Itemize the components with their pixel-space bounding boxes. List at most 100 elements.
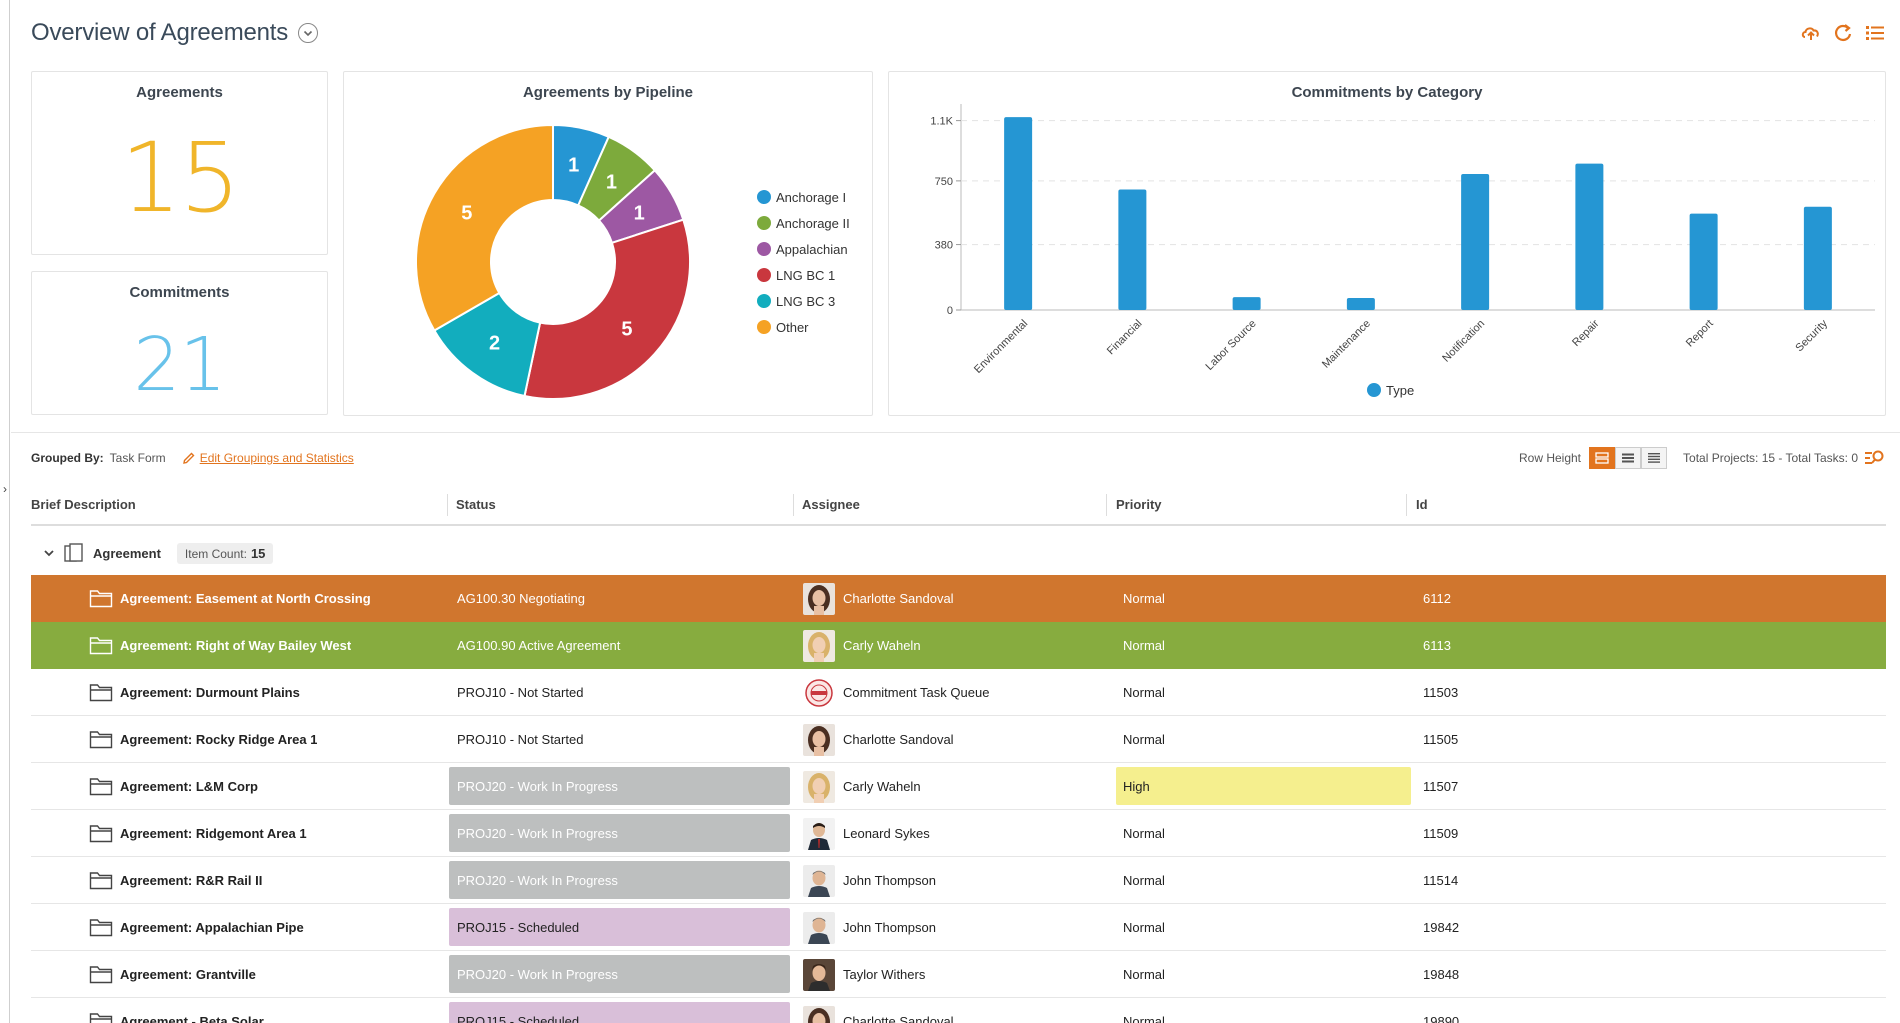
upload-cloud-icon[interactable] [1800,22,1822,44]
title-dropdown-button[interactable] [298,23,319,43]
column-header-status[interactable]: Status [456,497,496,512]
agreements-kpi-label: Agreements [136,84,223,101]
legend-label[interactable]: LNG BC 1 [776,268,835,283]
item-count-badge: Item Count: 15 [176,542,274,564]
chevron-down-icon [303,30,313,37]
commitments-kpi-card[interactable]: Commitments 21 [31,271,328,415]
agreements-kpi-card[interactable]: Agreements 15 [31,71,328,255]
row-height-large-button[interactable] [1589,447,1616,469]
column-header-id[interactable]: Id [1416,497,1428,512]
rows-medium-icon [1622,453,1635,463]
expand-panel-chevron-icon[interactable]: › [3,482,7,496]
category-bar-chart: 0 380 750 1.1K Environmental Financial Labor S… [930,104,1875,398]
page-title: Overview of Agreements [31,19,289,46]
row-height-small-button[interactable] [1641,447,1668,469]
avatar[interactable] [803,959,835,991]
pie-slice[interactable] [523,218,691,400]
bar[interactable] [1689,213,1718,310]
row-assignee: Charlotte Sandoval [843,1014,954,1023]
table-row[interactable]: Agreement: Right of Way Bailey West AG100… [31,622,1886,669]
table-row[interactable]: Agreement: Ridgemont Area 1 PROJ20 - Work… [31,810,1886,857]
x-tick-label: Security [1793,317,1830,354]
bar[interactable] [1346,297,1375,310]
bar[interactable] [1004,117,1033,310]
pie-slice[interactable] [415,123,554,332]
pencil-icon[interactable] [182,451,196,465]
legend-label[interactable]: Anchorage I [776,190,846,205]
column-divider[interactable] [1406,494,1407,516]
x-tick-label: Financial [1105,318,1145,358]
legend-label[interactable]: LNG BC 3 [776,294,835,309]
avatar[interactable] [803,583,835,615]
bar[interactable] [1575,163,1604,310]
item-count-value: 15 [250,545,266,561]
x-tick-label: Report [1684,318,1716,350]
row-assignee: Leonard Sykes [843,826,930,841]
table-row[interactable]: Agreement: L&M Corp PROJ20 - Work In Prog… [31,763,1886,810]
row-priority: Normal [1123,967,1165,982]
status-highlight [449,814,790,852]
bar[interactable] [1803,206,1832,310]
table-row[interactable]: Agreement: R&R Rail II PROJ20 - Work In P… [31,857,1886,904]
column-divider[interactable] [793,494,794,516]
row-status: PROJ20 - Work In Progress [457,873,618,888]
table-row[interactable]: Agreement: Easement at North Crossing AG1… [31,575,1886,622]
row-status: PROJ10 - Not Started [457,732,584,747]
avatar[interactable] [803,724,835,756]
bar[interactable] [1118,189,1147,310]
avatar[interactable] [803,630,835,662]
legend-marker [1367,383,1381,397]
row-priority: Normal [1123,685,1165,700]
collapse-chevron-icon[interactable] [43,547,55,559]
row-status: AG100.30 Negotiating [457,591,585,606]
column-divider[interactable] [447,494,448,516]
legend-marker [757,268,771,282]
legend-label[interactable]: Anchorage II [776,216,850,231]
legend-marker [757,242,771,256]
row-priority: Normal [1123,826,1165,841]
avatar[interactable] [803,912,835,944]
pie-slice-value-label: 2 [489,332,500,354]
column-header-brief-description[interactable]: Brief Description [31,497,136,512]
priority-highlight [1116,767,1411,805]
folder-icon [89,966,113,984]
row-height-medium-button[interactable] [1615,447,1642,469]
legend-label[interactable]: Type [1386,383,1414,398]
list-icon[interactable] [1864,22,1886,44]
grouping-bar: Grouped By: Task Form Edit Groupings and… [31,448,354,468]
row-id: 6113 [1423,638,1451,653]
table-row[interactable]: Agreement: Durmount Plains PROJ10 - Not S… [31,669,1886,716]
legend-label[interactable]: Appalachian [776,242,848,257]
row-assignee: Carly Waheln [843,779,921,794]
page-header: Overview of Agreements [31,16,319,50]
column-divider[interactable] [1106,494,1107,516]
avatar[interactable] [803,865,835,897]
edit-groupings-link[interactable]: Edit Groupings and Statistics [199,451,354,465]
status-highlight [449,861,790,899]
bar[interactable] [1461,173,1490,310]
avatar[interactable] [803,818,835,850]
table-row[interactable]: Agreement: Appalachian Pipe PROJ15 - Sche… [31,904,1886,951]
table-row[interactable]: Agreement: Rocky Ridge Area 1 PROJ10 - No… [31,716,1886,763]
category-chart-card: Commitments by Category 0 380 750 1.1K Envir… [888,71,1886,416]
table-row[interactable]: Agreement: Grantville PROJ20 - Work In Pr… [31,951,1886,998]
status-highlight [449,1002,790,1023]
row-id: 11514 [1423,873,1459,888]
table-row[interactable]: Agreement - Beta Solar PROJ15 - Scheduled… [31,998,1886,1023]
x-tick-label: Labor Source [1204,318,1259,373]
column-header-priority[interactable]: Priority [1116,497,1162,512]
group-row-agreement[interactable]: Agreement Item Count: 15 [31,533,1886,573]
bar[interactable] [1232,297,1261,310]
column-header-assignee[interactable]: Assignee [802,497,860,512]
refresh-icon[interactable] [1832,22,1854,44]
group-label: Agreement [93,545,161,561]
documents-icon [64,543,83,562]
avatar[interactable] [803,771,835,803]
folder-icon [89,778,113,796]
avatar[interactable] [803,677,835,709]
folder-icon [89,872,113,890]
avatar[interactable] [803,1006,835,1023]
search-list-icon[interactable] [1864,449,1886,467]
legend-label[interactable]: Other [776,320,809,335]
row-brief-description: Agreement: Durmount Plains [120,685,300,700]
